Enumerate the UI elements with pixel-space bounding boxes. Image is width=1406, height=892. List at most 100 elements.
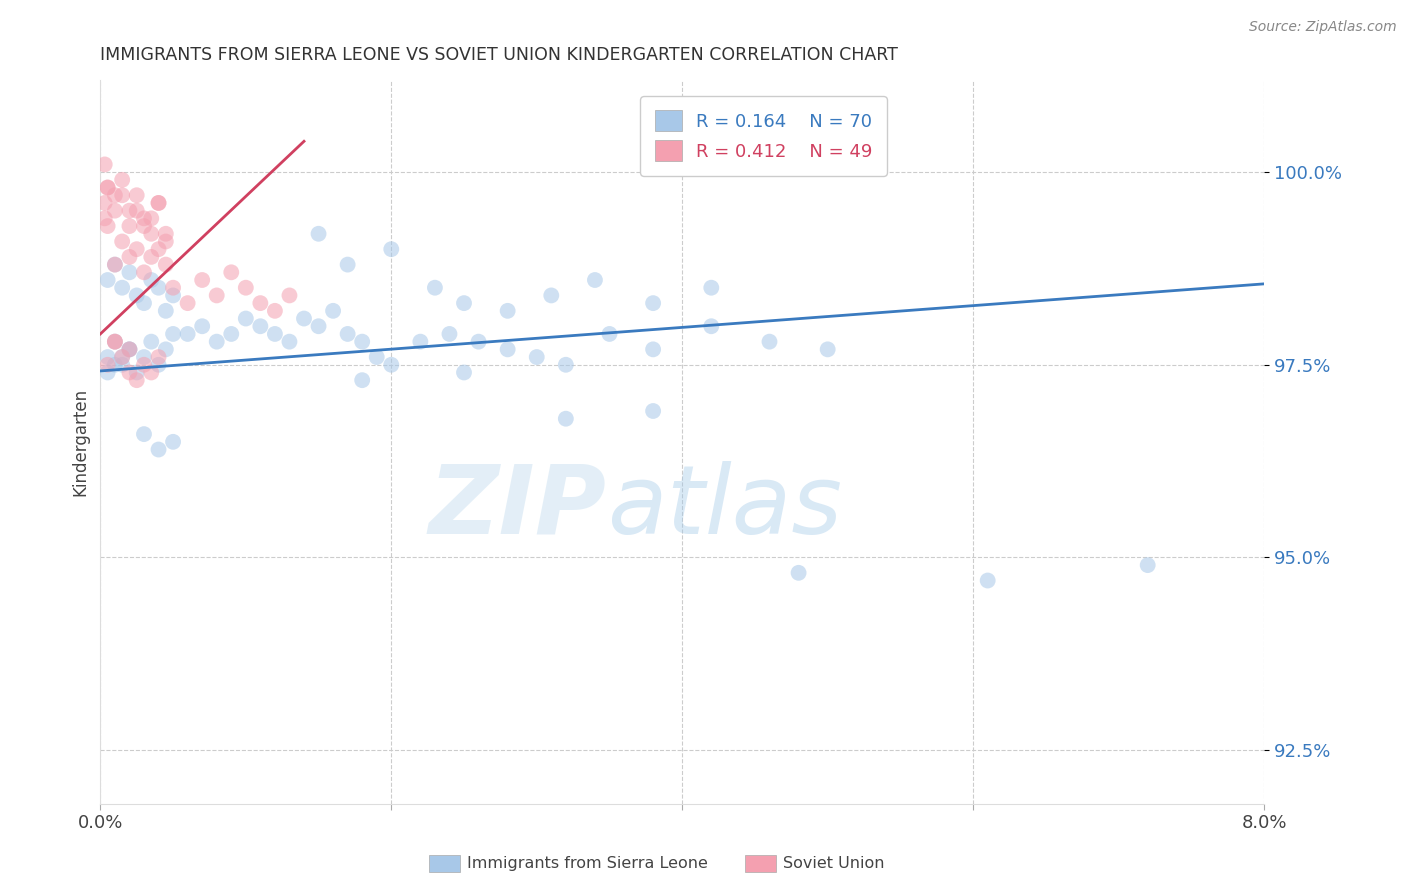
Point <box>278 288 301 302</box>
Point <box>423 281 446 295</box>
Point <box>976 574 998 588</box>
Point <box>336 258 359 272</box>
Point <box>148 196 170 211</box>
Point <box>132 211 155 226</box>
Point <box>155 303 177 318</box>
Point <box>162 326 184 341</box>
Point <box>554 358 576 372</box>
Point <box>219 265 242 279</box>
Point <box>97 273 120 287</box>
Point <box>111 281 134 295</box>
Point <box>155 235 177 249</box>
Text: Immigrants from Sierra Leone: Immigrants from Sierra Leone <box>467 856 707 871</box>
Point <box>554 411 576 425</box>
Point <box>118 203 141 218</box>
Point <box>598 326 620 341</box>
Point <box>111 358 134 372</box>
Point <box>111 188 134 202</box>
Point <box>97 350 120 364</box>
Point <box>496 303 519 318</box>
Point <box>97 366 120 380</box>
Point <box>104 334 127 349</box>
Point <box>540 288 562 302</box>
Point <box>148 196 170 211</box>
Point <box>467 334 489 349</box>
Point <box>141 273 163 287</box>
Point <box>132 358 155 372</box>
Point <box>97 219 120 233</box>
Point <box>264 303 287 318</box>
Point <box>93 157 115 171</box>
Point <box>97 180 120 194</box>
Point <box>380 242 402 256</box>
Point <box>148 242 170 256</box>
Point <box>125 203 148 218</box>
Point <box>496 343 519 357</box>
Point <box>104 258 127 272</box>
Point <box>118 343 141 357</box>
Point <box>132 350 155 364</box>
Point <box>758 334 780 349</box>
Point <box>125 366 148 380</box>
Point <box>132 296 155 310</box>
Point <box>148 350 170 364</box>
Point <box>104 258 127 272</box>
Point <box>439 326 461 341</box>
Point <box>148 358 170 372</box>
Point <box>125 188 148 202</box>
Text: Source: ZipAtlas.com: Source: ZipAtlas.com <box>1249 20 1396 34</box>
Text: IMMIGRANTS FROM SIERRA LEONE VS SOVIET UNION KINDERGARTEN CORRELATION CHART: IMMIGRANTS FROM SIERRA LEONE VS SOVIET U… <box>100 46 898 64</box>
Point <box>352 334 374 349</box>
Point <box>700 319 723 334</box>
Text: Soviet Union: Soviet Union <box>783 856 884 871</box>
Point <box>366 350 388 364</box>
Point <box>176 296 198 310</box>
Text: ZIP: ZIP <box>429 460 606 554</box>
Point <box>141 250 163 264</box>
Point <box>148 442 170 457</box>
Point <box>162 434 184 449</box>
Point <box>111 235 134 249</box>
Point <box>148 281 170 295</box>
Point <box>104 334 127 349</box>
Point <box>104 358 127 372</box>
Point <box>191 273 214 287</box>
Point <box>409 334 432 349</box>
Point <box>118 366 141 380</box>
Point <box>125 288 148 302</box>
Point <box>111 173 134 187</box>
Point <box>205 334 228 349</box>
Point <box>336 326 359 341</box>
Point <box>1136 558 1159 573</box>
Point <box>93 211 115 226</box>
Point <box>111 350 134 364</box>
Point <box>132 219 155 233</box>
Point <box>191 319 214 334</box>
Point <box>125 373 148 387</box>
Legend: R = 0.164    N = 70, R = 0.412    N = 49: R = 0.164 N = 70, R = 0.412 N = 49 <box>640 96 887 176</box>
Point <box>787 566 810 580</box>
Point <box>176 326 198 341</box>
Text: atlas: atlas <box>606 460 842 554</box>
Point <box>235 311 257 326</box>
Point <box>643 343 665 357</box>
Point <box>125 242 148 256</box>
Point <box>219 326 242 341</box>
Point <box>643 296 665 310</box>
Point <box>583 273 606 287</box>
Point <box>97 180 120 194</box>
Point <box>97 358 120 372</box>
Point <box>141 227 163 241</box>
Point <box>104 334 127 349</box>
Point <box>380 358 402 372</box>
Point <box>249 319 271 334</box>
Point <box>453 366 475 380</box>
Point <box>817 343 839 357</box>
Point <box>93 196 115 211</box>
Point <box>118 343 141 357</box>
Y-axis label: Kindergarten: Kindergarten <box>72 388 89 496</box>
Point <box>118 343 141 357</box>
Point <box>132 265 155 279</box>
Point <box>118 219 141 233</box>
Point <box>111 350 134 364</box>
